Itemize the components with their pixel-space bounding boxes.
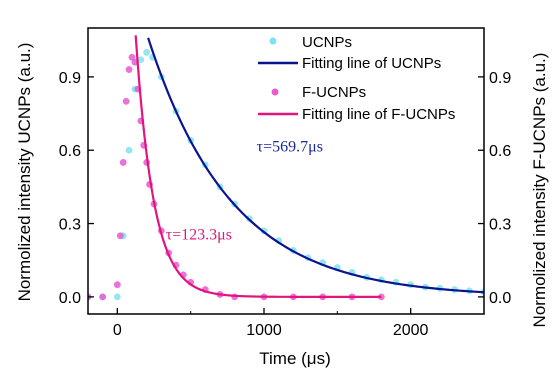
data-layer <box>85 35 488 300</box>
fit-line-fitting-line-of-f-ucnps <box>136 35 382 297</box>
x-tick-label: 1000 <box>246 322 282 339</box>
y-tick-label-right: 0.6 <box>489 143 511 160</box>
y-tick-label-left: 0.9 <box>59 70 81 87</box>
x-axis-title: Time (μs) <box>259 349 331 368</box>
point-f-ucnps <box>117 232 124 239</box>
legend-label-ucnps-fit: Fitting line of UCNPs <box>302 55 441 72</box>
y-axis-title-right: Normolized intensity F-UCNPs (a.u.) <box>530 53 549 328</box>
point-ucnps <box>126 147 133 154</box>
point-f-ucnps <box>99 293 106 300</box>
plot-area <box>85 35 488 300</box>
y-tick-label-left: 0.6 <box>59 143 81 160</box>
legend-label-ucnps: UCNPs <box>302 34 352 51</box>
point-f-ucnps <box>126 66 133 73</box>
legend: UCNPs Fitting line of UCNPs F-UCNPs Fitt… <box>258 34 455 123</box>
legend-label-fucnps-fit: Fitting line of F-UCNPs <box>302 106 455 123</box>
y-tick-label-right: 0.3 <box>489 217 511 234</box>
y-tick-label-left: 0.0 <box>59 290 81 307</box>
x-tick-label: 0 <box>113 322 122 339</box>
tau-annotation-ucnps: τ=569.7μs <box>257 138 323 155</box>
y-tick-label-left: 0.3 <box>59 217 81 234</box>
fit-line-fitting-line-of-ucnps <box>148 38 484 292</box>
point-f-ucnps <box>123 98 130 105</box>
tau-annotation-fucnps: τ=123.3μs <box>166 226 232 243</box>
legend-marker-fucnps <box>272 89 279 96</box>
y-tick-label-right: 0.9 <box>489 70 511 87</box>
legend-marker-ucnps <box>270 38 277 45</box>
legend-label-fucnps: F-UCNPs <box>302 84 366 101</box>
point-ucnps <box>114 293 121 300</box>
point-ucnps <box>143 49 150 56</box>
x-tick-label: 2000 <box>393 322 429 339</box>
y-tick-label-right: 0.0 <box>489 290 511 307</box>
point-f-ucnps <box>120 159 127 166</box>
point-f-ucnps <box>114 281 121 288</box>
y-axis-title-left: Normolized intensity UCNPs (a.u.) <box>15 43 34 302</box>
